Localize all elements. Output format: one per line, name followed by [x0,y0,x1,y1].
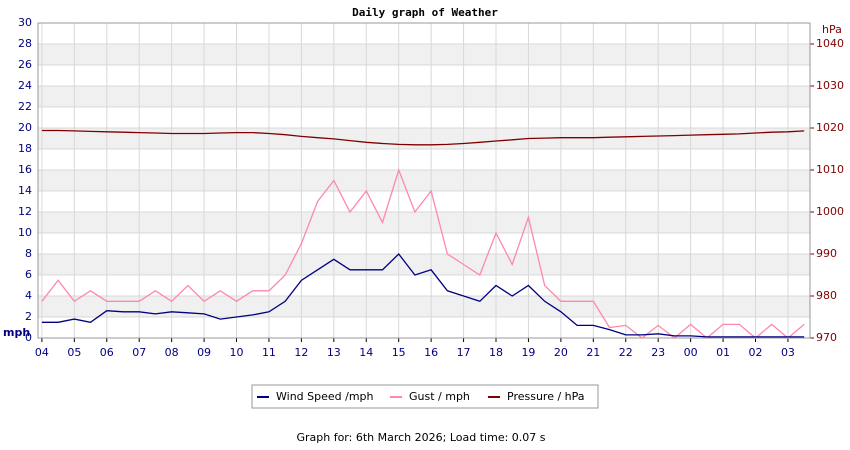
grid-band [38,128,810,149]
y-tick-label: 6 [25,268,32,281]
x-tick-label: 08 [165,346,179,359]
grid-band [38,44,810,65]
y2-tick-label: 1020 [816,121,844,134]
y-tick-label: 4 [25,289,32,302]
x-tick-label: 23 [651,346,665,359]
caption: Graph for: 6th March 2026; Load time: 0.… [296,431,545,444]
series-line [41,253,805,338]
y2-tick-label: 990 [816,247,837,260]
y-tick-label: 18 [18,142,32,155]
grid-band [38,212,810,233]
y-tick-label: 28 [18,37,32,50]
series-line [41,129,805,146]
y2-axis-label: hPa [822,23,842,36]
y-tick-label: 14 [18,184,32,197]
y-tick-label: 10 [18,226,32,239]
x-tick-label: 05 [67,346,81,359]
legend-box [251,384,599,409]
x-tick-label: 19 [521,346,535,359]
y2-tick-label: 1040 [816,37,844,50]
x-tick-label: 17 [457,346,471,359]
y-tick-label: 30 [18,16,32,29]
y-tick-label: 24 [18,79,32,92]
x-tick-label: 01 [716,346,730,359]
legend-label: Pressure / hPa [507,390,585,403]
x-tick-label: 03 [781,346,795,359]
x-tick-label: 20 [554,346,568,359]
x-tick-label: 09 [197,346,211,359]
legend-label: Wind Speed /mph [276,390,374,403]
y2-tick-label: 980 [816,289,837,302]
y2-tick-label: 1010 [816,163,844,176]
plot-border [37,22,811,339]
y-axis-label: mph [3,326,30,339]
x-tick-label: 04 [35,346,49,359]
y-tick-label: 2 [25,310,32,323]
grid-band [38,254,810,275]
grid-band [38,86,810,107]
chart-title: Daily graph of Weather [352,6,498,19]
y-tick-label: 20 [18,121,32,134]
y2-tick-label: 1000 [816,205,844,218]
x-tick-label: 16 [424,346,438,359]
x-tick-label: 00 [684,346,698,359]
x-tick-label: 21 [586,346,600,359]
grid-band [38,296,810,317]
x-tick-label: 06 [100,346,114,359]
plot-background [38,23,810,338]
x-tick-label: 11 [262,346,276,359]
x-tick-label: 22 [619,346,633,359]
y-tick-label: 0 [25,331,32,344]
y-tick-label: 8 [25,247,32,260]
grid-band [38,170,810,191]
x-tick-label: 18 [489,346,503,359]
x-tick-label: 14 [359,346,373,359]
x-tick-label: 02 [749,346,763,359]
y-tick-label: 22 [18,100,32,113]
y-tick-label: 26 [18,58,32,71]
x-tick-label: 15 [392,346,406,359]
y2-tick-label: 1030 [816,79,844,92]
x-tick-label: 13 [327,346,341,359]
y2-tick-label: 970 [816,331,837,344]
x-tick-label: 12 [294,346,308,359]
legend-label: Gust / mph [409,390,470,403]
x-tick-label: 10 [230,346,244,359]
y-tick-label: 12 [18,205,32,218]
y-tick-label: 16 [18,163,32,176]
x-tick-label: 07 [132,346,146,359]
